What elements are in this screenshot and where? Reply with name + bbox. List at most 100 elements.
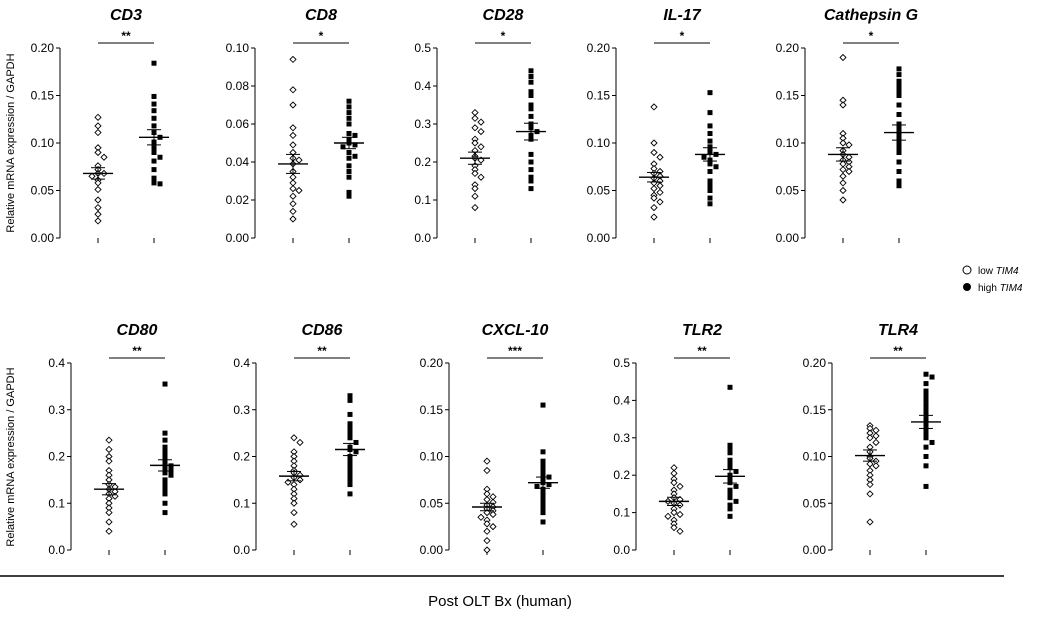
data-point-high [162, 477, 168, 483]
data-point-low [477, 143, 485, 151]
y-tick-label: 0.2 [233, 450, 250, 464]
data-point-low [839, 53, 847, 62]
legend-marker-high [963, 283, 971, 291]
data-point-high [346, 98, 352, 104]
data-point-low [866, 518, 874, 526]
y-tick-label: 0.10 [587, 136, 611, 150]
data-point-high [162, 486, 168, 492]
data-point-high [896, 140, 902, 146]
data-point-low [483, 546, 491, 554]
y-tick-label: 0.15 [420, 403, 444, 417]
data-point-high [707, 178, 713, 184]
data-point-high [923, 454, 929, 459]
y-tick-label: 0.4 [414, 79, 431, 93]
data-point-low [866, 490, 874, 498]
data-point-high [352, 132, 358, 138]
data-point-high [346, 163, 352, 169]
y-tick-label: 0.00 [803, 543, 827, 557]
y-tick-label: 0.1 [613, 506, 630, 520]
data-point-low [839, 186, 847, 195]
data-point-high [727, 446, 733, 452]
data-point-high [528, 113, 534, 119]
y-tick-label: 0.1 [414, 193, 431, 207]
data-point-high [151, 180, 157, 186]
data-point-high [923, 388, 929, 394]
y-tick-label: 0.20 [587, 41, 611, 55]
data-point-high [352, 142, 358, 148]
y-tick-label: 0.0 [48, 543, 65, 557]
data-point-high [540, 486, 546, 492]
y-tick-label: 0.1 [48, 496, 65, 510]
data-point-low [289, 207, 297, 216]
y-tick-label: 0.05 [420, 496, 444, 510]
y-tick-label: 0.5 [414, 41, 431, 55]
data-point-high [896, 112, 902, 117]
data-point-high [923, 381, 929, 387]
legend-marker-low [962, 265, 972, 275]
data-point-low [477, 513, 485, 521]
data-point-low [471, 169, 479, 178]
data-point-low [866, 434, 874, 442]
data-point-high [528, 74, 534, 79]
data-point-high [162, 500, 168, 506]
y-tick-label: 0.4 [613, 393, 630, 407]
data-point-high [162, 444, 168, 450]
data-point-high [727, 487, 733, 493]
data-point-low [105, 527, 113, 535]
y-tick-label: 0.2 [48, 450, 65, 464]
panel-title: CD80 [117, 322, 158, 339]
data-point-high [540, 472, 546, 478]
y-tick-label: 0.06 [226, 117, 250, 131]
data-point-low [295, 186, 303, 195]
significance-stars: ** [132, 344, 142, 358]
panel-title: CD3 [110, 7, 142, 24]
data-point-low [839, 172, 847, 180]
data-point-low [289, 192, 297, 200]
data-point-high [340, 144, 346, 150]
data-point-high [707, 169, 713, 174]
data-point-high [528, 186, 534, 192]
data-point-high [727, 495, 733, 501]
data-point-high [540, 510, 546, 516]
significance-stars: ** [317, 344, 327, 358]
data-point-high [347, 393, 353, 399]
data-point-high [151, 93, 157, 99]
data-point-low [94, 179, 102, 187]
legend-label-high: high TIM4 [978, 283, 1023, 294]
data-point-low [670, 479, 678, 487]
panel-title: TLR2 [682, 322, 722, 339]
data-point-high [896, 169, 902, 174]
y-axis-label: Relative mRNA expression / GAPDH [5, 53, 17, 232]
data-point-low [471, 139, 479, 147]
data-point-high [151, 175, 157, 181]
data-point-high [707, 201, 713, 207]
data-point-low [296, 438, 304, 447]
data-point-low [289, 124, 297, 132]
data-point-high [528, 167, 534, 173]
y-tick-label: 0.10 [420, 450, 444, 464]
data-point-high [347, 463, 353, 469]
data-point-low [483, 520, 491, 528]
data-point-high [162, 510, 168, 516]
data-point-high [540, 402, 546, 408]
data-point-high [528, 89, 534, 95]
data-point-low [471, 124, 479, 132]
data-point-low [839, 179, 847, 187]
data-point-high [701, 154, 707, 160]
data-point-low [483, 466, 491, 475]
data-point-high [896, 93, 902, 98]
data-point-low [656, 198, 664, 206]
data-point-high [923, 407, 929, 413]
y-tick-label: 0.15 [31, 89, 55, 103]
data-point-high [727, 513, 733, 519]
data-point-high [540, 449, 546, 455]
y-tick-label: 0.00 [226, 231, 250, 245]
data-point-low [477, 118, 485, 126]
y-tick-label: 0.05 [803, 496, 827, 510]
data-point-low [289, 86, 297, 94]
y-tick-label: 0.0 [613, 543, 630, 557]
significance-stars: ** [697, 344, 707, 358]
data-point-high [727, 506, 733, 512]
y-tick-label: 0.3 [48, 403, 65, 417]
data-point-high [923, 463, 929, 469]
